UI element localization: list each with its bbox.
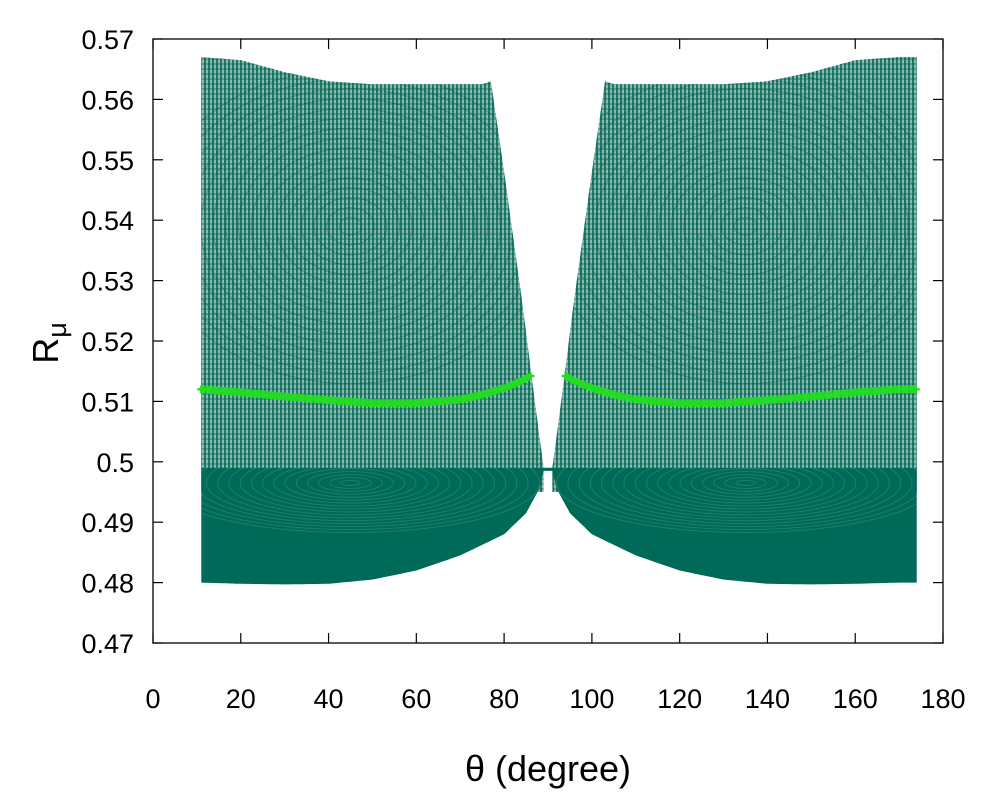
svg-text:Rμ: Rμ	[25, 322, 72, 364]
scan-density-ring	[338, 216, 363, 236]
scan-density-ring	[250, 467, 451, 510]
scan-density-ring	[212, 117, 489, 335]
y-tick-label: 0.54	[81, 206, 134, 236]
scan-density-ring	[623, 467, 868, 516]
x-axis: 0 20 40 60 80 100 120 140 160 180	[145, 39, 966, 714]
y-tick-label: 0.52	[81, 327, 134, 357]
scan-density-ring	[239, 467, 462, 513]
scan-density-ring	[206, 467, 495, 522]
scan-density-ring	[735, 479, 756, 486]
x-tick-label: 80	[489, 684, 519, 714]
scan-density-ring	[695, 187, 796, 266]
scan-density-ring	[721, 206, 770, 246]
y-axis-title: Rμ	[25, 322, 72, 364]
scan-density-rings-upper	[552, 68, 917, 385]
scan-density-ring	[632, 137, 859, 315]
scan-density-ring	[668, 467, 823, 504]
scan-density-ring	[273, 467, 428, 504]
scan-density-ring	[237, 137, 464, 315]
y-axis: 0.47 0.48 0.49 0.5 0.51 0.52 0.53 0.54 0.55 0.56 0…	[81, 25, 943, 659]
x-tick-label: 180	[920, 684, 965, 714]
scan-density-ring	[313, 197, 388, 256]
x-tick-label: 40	[314, 684, 344, 714]
scan-density-ring	[250, 147, 451, 305]
scan-density-ring	[263, 157, 438, 296]
scan-density-ring	[556, 467, 917, 533]
y-tick-label: 0.57	[81, 25, 134, 55]
highlight-point	[526, 372, 535, 381]
scan-density-ring	[645, 467, 846, 510]
y-tick-label: 0.47	[81, 629, 134, 659]
scan-density-ring	[284, 467, 417, 501]
scan-region-upper-right	[552, 57, 917, 492]
y-tick-label: 0.48	[81, 569, 134, 599]
x-tick-label: 160	[833, 684, 878, 714]
x-tick-label: 120	[657, 684, 702, 714]
scan-density-ring	[589, 467, 902, 525]
scan-density-ring	[634, 467, 857, 513]
scan-density-ring	[262, 467, 439, 507]
scan-density-ring	[288, 177, 413, 276]
scan-density-ring	[620, 127, 871, 325]
scan-density-ring	[612, 467, 879, 519]
scan-density-ring	[679, 467, 812, 501]
y-tick-label: 0.5	[96, 448, 134, 478]
y-tick-label: 0.55	[81, 146, 134, 176]
y-axis-title-subscript: μ	[42, 322, 72, 338]
scan-density-ring	[607, 117, 884, 335]
scan-density-ring	[340, 479, 361, 486]
scan-density-ring	[683, 177, 808, 276]
scan-density-ring	[578, 467, 913, 528]
scan-density-ring	[201, 467, 529, 531]
y-tick-label: 0.56	[81, 85, 134, 115]
scan-density-ring	[217, 467, 484, 519]
scan-density-ring	[201, 107, 501, 345]
scan-region-layer	[201, 57, 917, 585]
scan-density-ring	[318, 474, 383, 492]
scan-density-ring	[595, 107, 896, 345]
highlight-curve-layer	[197, 372, 920, 408]
scan-density-ring	[645, 147, 846, 305]
scan-density-ring	[690, 468, 801, 498]
scan-density-ring	[228, 467, 473, 516]
highlight-point	[911, 385, 920, 394]
scan-density-ring	[567, 467, 917, 531]
y-tick-label: 0.53	[81, 267, 134, 297]
scan-density-ring	[275, 167, 426, 286]
scan-density-ring	[658, 157, 833, 296]
scan-density-ring	[601, 467, 890, 522]
y-tick-label: 0.51	[81, 387, 134, 417]
x-tick-label: 60	[401, 684, 431, 714]
x-tick-label: 0	[145, 684, 160, 714]
y-tick-label: 0.49	[81, 508, 134, 538]
x-tick-label: 20	[226, 684, 256, 714]
scan-density-ring	[201, 467, 540, 533]
scan-density-ring	[225, 127, 476, 325]
x-tick-label: 140	[745, 684, 790, 714]
scan-density-ring	[201, 467, 518, 528]
x-axis-title: θ (degree)	[465, 748, 631, 789]
scan-density-ring	[201, 467, 507, 525]
scan-density-ring	[329, 477, 372, 489]
scan-density-ring	[713, 474, 778, 492]
scan-density-ring	[670, 167, 821, 286]
scan-density-ring	[300, 187, 401, 266]
y-axis-title-main: R	[25, 338, 66, 364]
scan-density-ring	[326, 206, 375, 246]
scan-density-ring	[657, 467, 834, 507]
scan-density-ring	[306, 471, 395, 495]
scan-density-ring	[724, 477, 767, 489]
x-tick-label: 100	[569, 684, 614, 714]
scan-density-ring	[708, 197, 783, 256]
scan-density-ring	[733, 216, 758, 236]
scan-density-ring	[701, 471, 790, 495]
scan-density-ring	[295, 468, 406, 498]
